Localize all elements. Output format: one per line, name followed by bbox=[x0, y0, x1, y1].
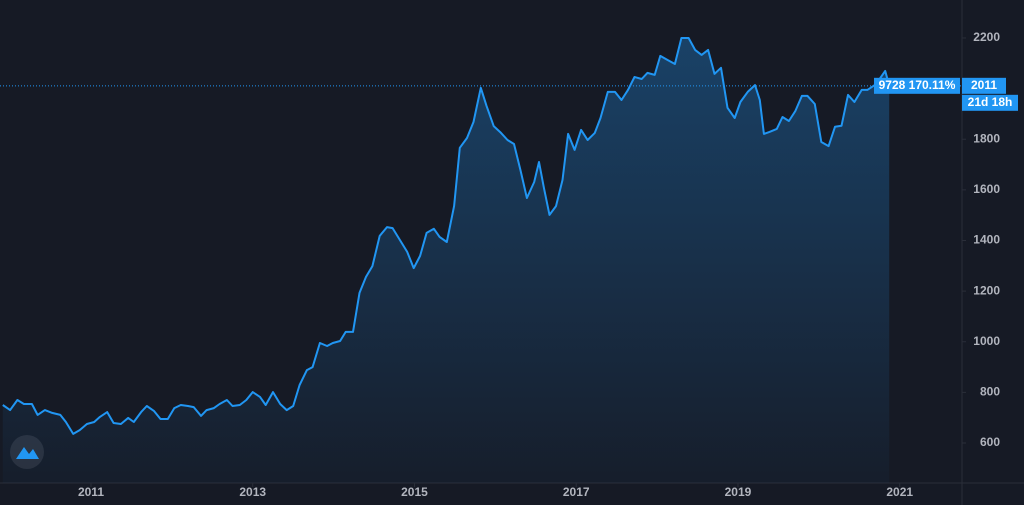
y-tick-label: 800 bbox=[980, 385, 1000, 399]
y-tick-label: 1600 bbox=[973, 182, 1000, 196]
x-tick-label: 2015 bbox=[401, 485, 428, 499]
y-tick-label: 1400 bbox=[973, 233, 1000, 247]
x-tick-label: 2021 bbox=[886, 485, 913, 499]
price-line bbox=[2, 37, 891, 435]
y-tick-label: 1000 bbox=[973, 334, 1000, 348]
x-tick-label: 2011 bbox=[78, 485, 104, 499]
area-fill bbox=[2, 38, 890, 483]
price-tag: 2011 bbox=[971, 78, 997, 92]
y-tick-label: 600 bbox=[980, 435, 1000, 449]
x-tick-label: 2019 bbox=[725, 485, 752, 499]
y-tick-label: 1800 bbox=[973, 131, 1000, 145]
countdown-tag-bg bbox=[874, 77, 960, 94]
y-tick-label: 2200 bbox=[973, 30, 1000, 44]
y-tick-label: 1200 bbox=[973, 283, 1000, 297]
x-tick-label: 2013 bbox=[239, 485, 266, 499]
time-tag: 21d 18h bbox=[968, 95, 1013, 109]
countdown-tag: 9728 170.11% bbox=[879, 78, 956, 92]
x-tick-label: 2017 bbox=[563, 485, 590, 499]
price-tag-bg bbox=[962, 77, 1006, 94]
time-tag-bg bbox=[962, 94, 1018, 111]
